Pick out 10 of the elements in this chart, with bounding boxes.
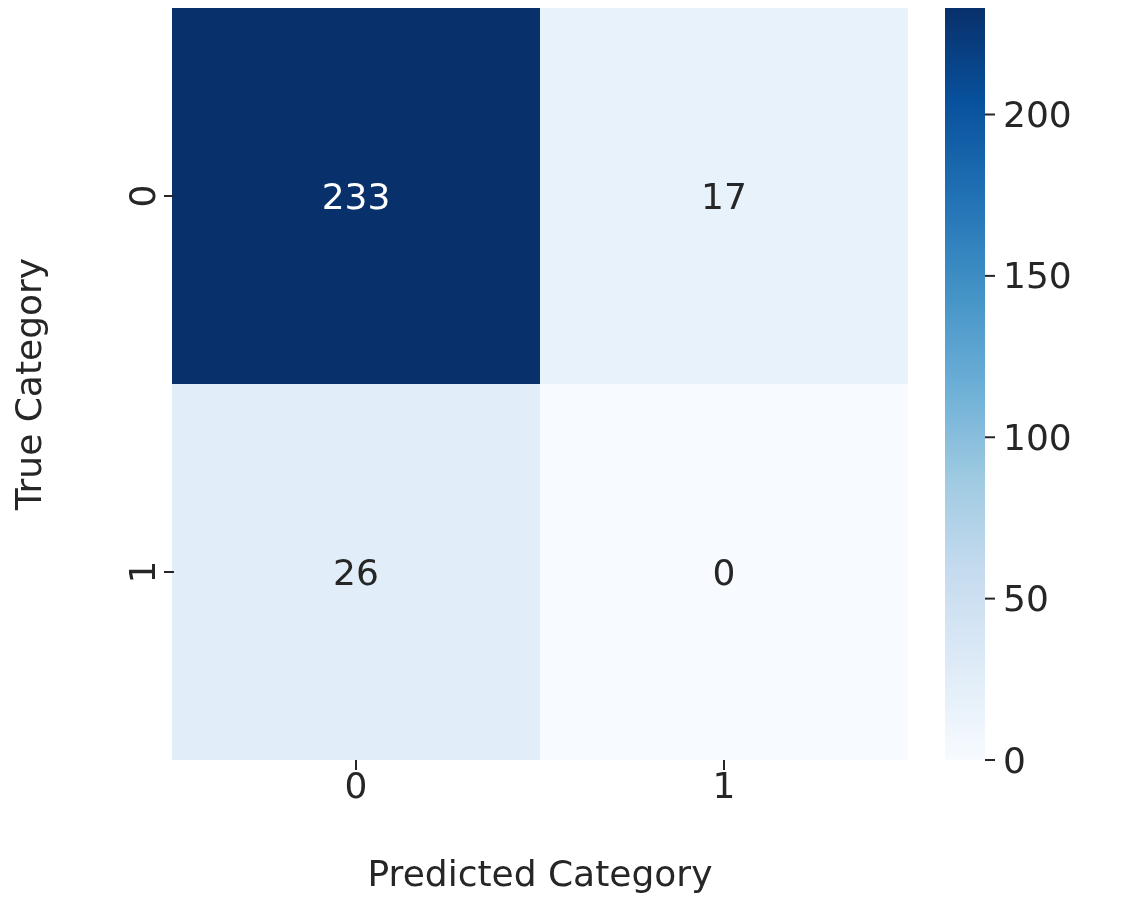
data-label: 26 [333,551,379,593]
color-bar-label: 150 [1003,255,1072,297]
x-axis-title: Predicted Category [367,853,713,894]
data-label: 17 [701,175,747,217]
data-label: 233 [321,175,391,217]
color-bar-label: 100 [1003,416,1072,458]
y-axis-title: True Category [7,257,49,512]
color-bar-label: 200 [1003,94,1072,136]
data-label: 0 [712,551,736,593]
color-bar-label: 50 [1003,578,1049,620]
